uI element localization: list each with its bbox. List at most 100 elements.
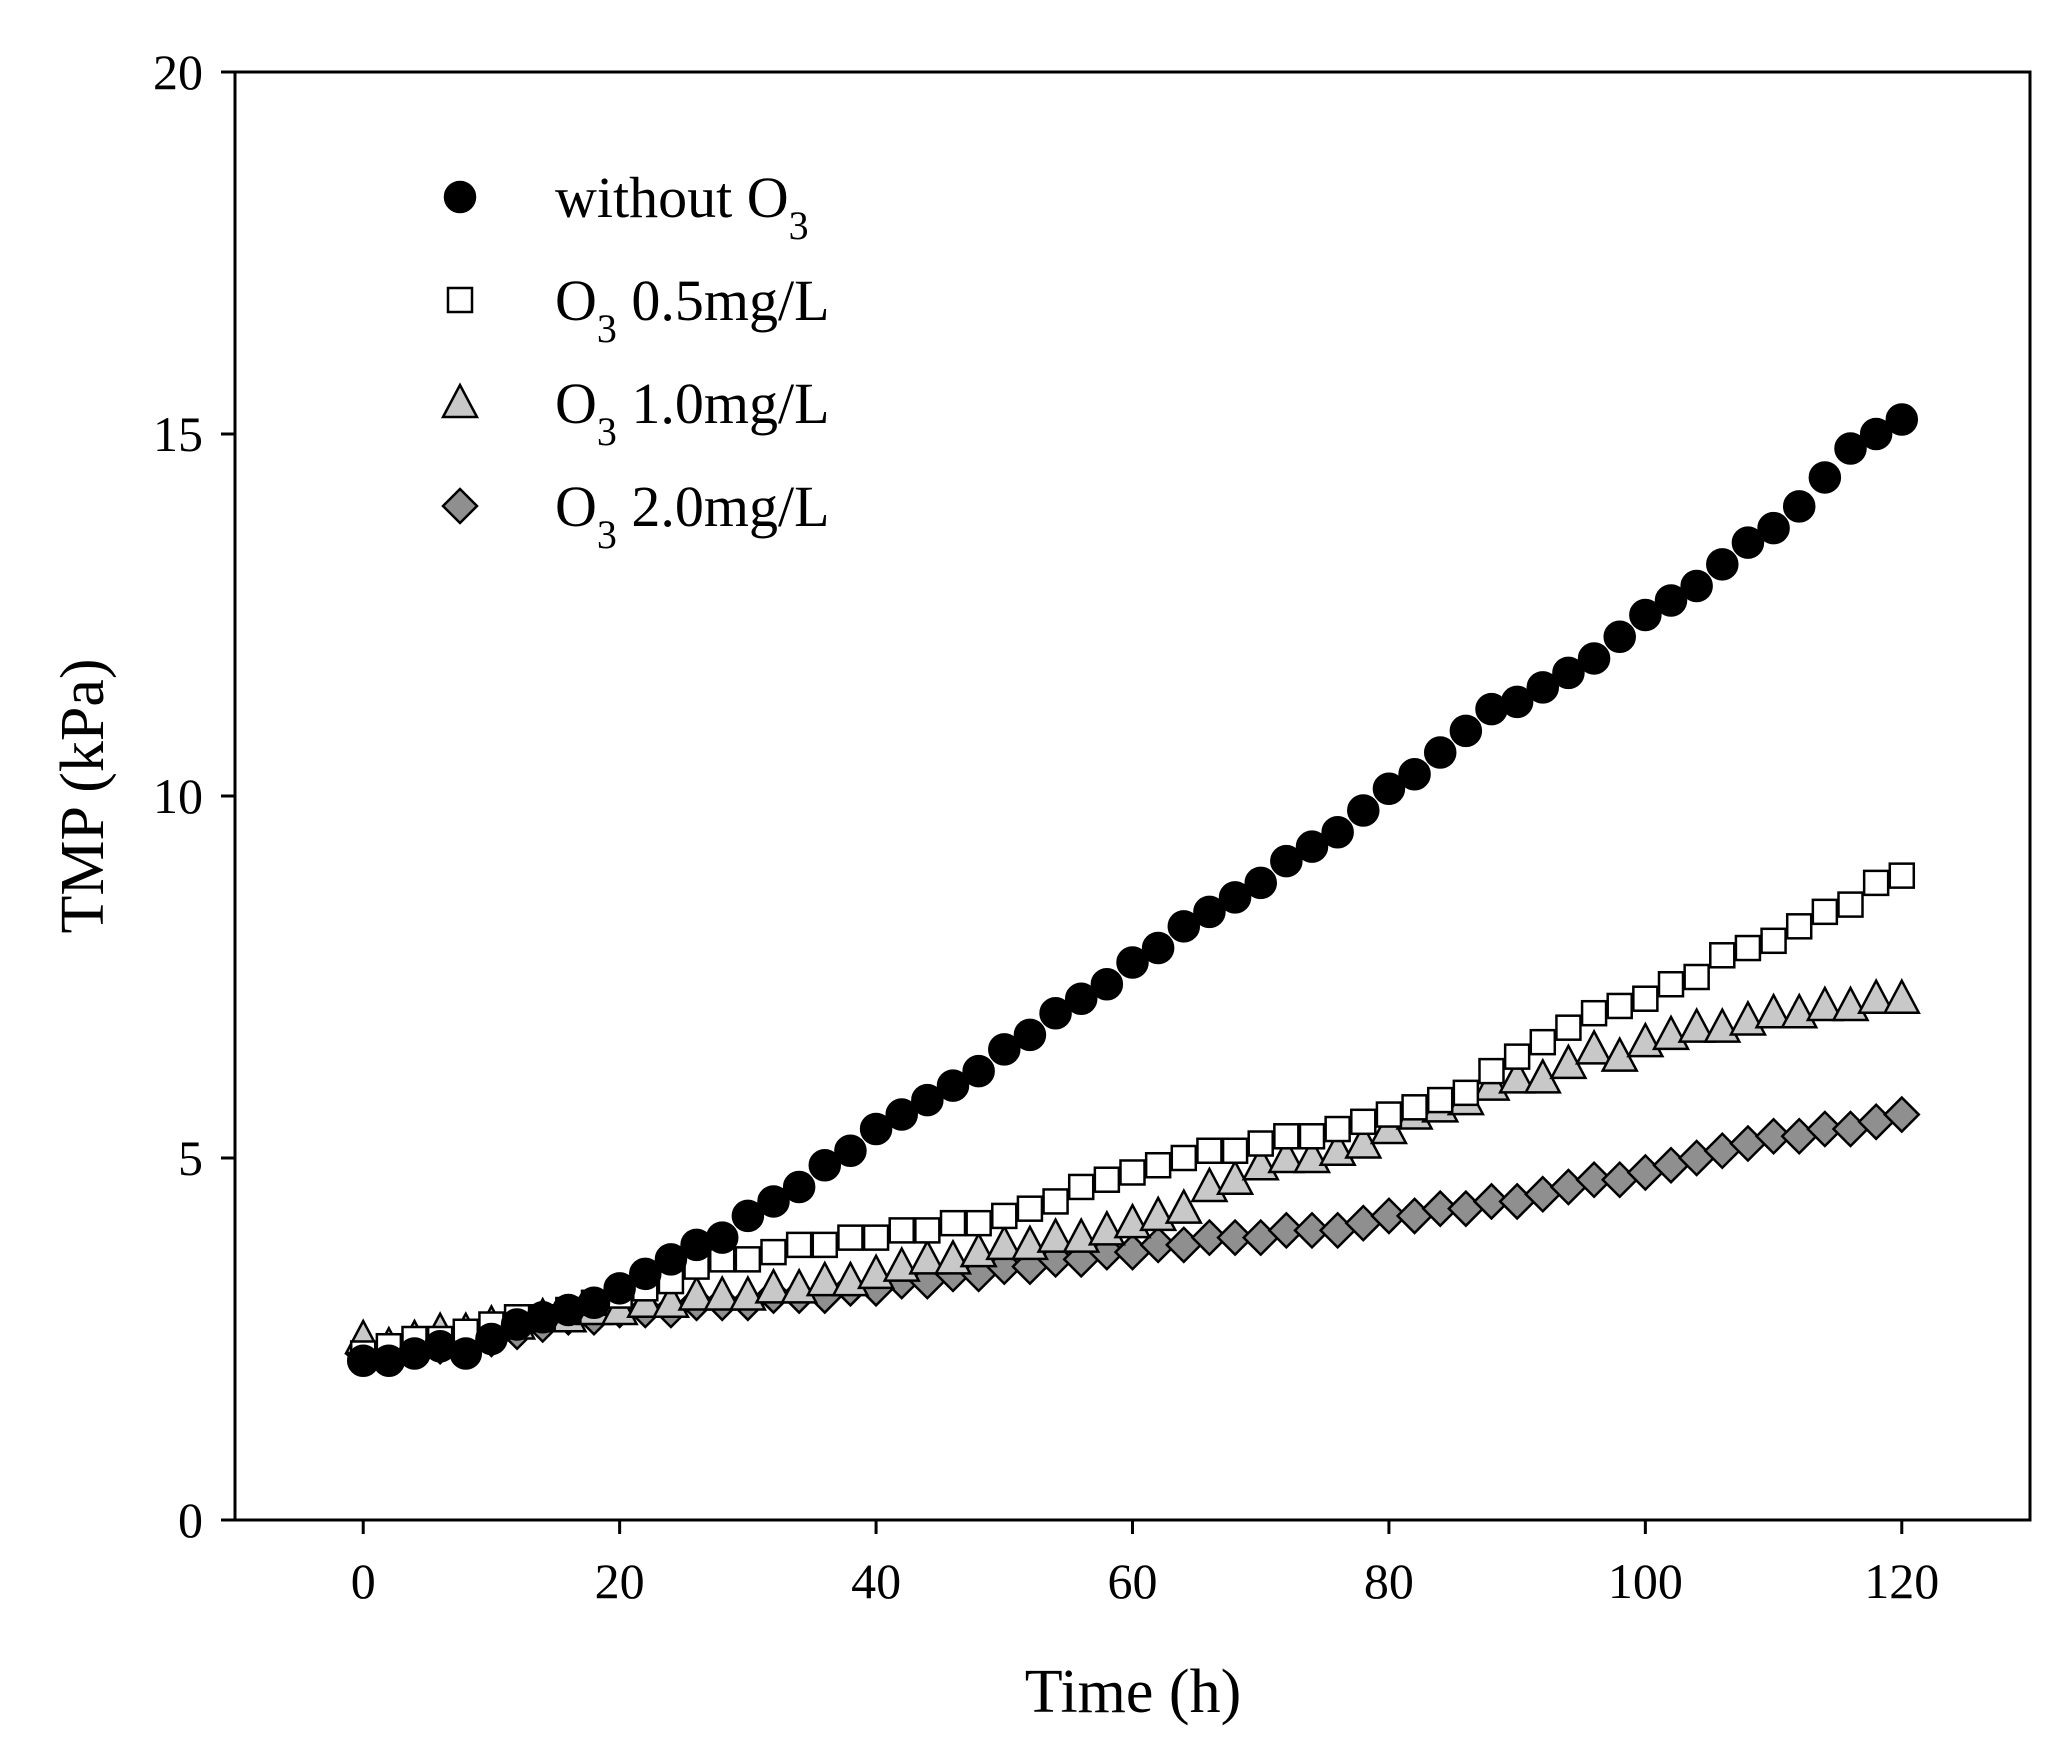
series-0-point-5 [475,1322,508,1356]
series-1-point-29 [1093,1166,1121,1193]
series-1-point-47 [1555,1014,1582,1041]
series-2-point-60 [1882,978,1921,1014]
x-tick-label-6: 120 [1864,1553,1939,1609]
series-1-point-39 [1350,1108,1377,1136]
legend-marker-2 [440,382,480,419]
series-0-point-57 [1808,461,1842,494]
legend-marker-1 [446,286,474,314]
series-0-point-25 [988,1033,1021,1066]
series-0-point-31 [1141,931,1175,965]
series-0-point-46 [1526,671,1560,704]
series-0-point-18 [808,1148,842,1182]
y-tick-label-2: 10 [153,768,203,824]
series-1-point-37 [1298,1123,1326,1150]
series-0-point-53 [1706,548,1739,581]
series-2-point-32 [1164,1188,1203,1224]
x-tick-label-0: 0 [351,1553,376,1609]
series-1-point-25 [991,1202,1018,1230]
series-1-point-56 [1785,913,1813,940]
series-1-point-28 [1067,1173,1095,1201]
series-0-point-9 [577,1286,611,1320]
series-0-point-34 [1218,881,1252,914]
series-0-point-42 [1423,736,1457,769]
series-0-point-21 [885,1098,918,1131]
series-0-point-49 [1603,620,1636,653]
series-0-point-16 [757,1185,790,1218]
series-1-point-55 [1760,927,1787,955]
series-0-point-29 [1090,967,1124,1001]
series-3-point-33 [1190,1218,1229,1257]
x-tick-label-3: 60 [1108,1553,1158,1609]
legend-marker-0 [443,180,477,214]
series-1-point-15 [734,1246,762,1273]
x-tick-label-1: 20 [595,1553,645,1609]
series-3-point-48 [1575,1160,1613,1199]
legend-label-1: O3 0.5mg/L [555,268,830,351]
series-1-point-45 [1503,1043,1531,1070]
series-0-point-22 [911,1083,944,1117]
series-1-point-58 [1837,891,1864,918]
series-0-point-38 [1321,815,1354,849]
series-1-point-48 [1580,999,1608,1027]
series-0-point-20 [859,1112,893,1146]
series-2-point-14 [703,1274,742,1311]
y-tick-label-1: 5 [178,1130,203,1186]
series-2-point-36 [1267,1137,1306,1174]
series-2-point-45 [1498,1057,1537,1094]
series-0-point-12 [654,1243,688,1276]
series-0-point-52 [1680,569,1713,603]
series-1-point-50 [1632,985,1659,1012]
series-2-point-13 [677,1274,716,1311]
series-1-point-53 [1709,942,1736,969]
series-0-point-54 [1731,526,1765,559]
series-0 [346,403,1919,1377]
series-2-point-57 [1805,985,1844,1022]
series-0-point-24 [962,1054,995,1088]
series-2-point-52 [1677,1007,1716,1043]
series-0-point-4 [449,1337,483,1370]
series-1-point-40 [1375,1101,1403,1128]
series-0-point-11 [629,1257,662,1291]
y-axis-title: TMP (kPa) [49,659,117,934]
series-0-point-39 [1347,794,1380,827]
series-0-point-59 [1859,417,1893,451]
series-0-point-51 [1654,584,1688,617]
series-0-point-23 [936,1069,970,1102]
series-1-point-54 [1734,934,1762,962]
series-0-point-60 [1885,403,1919,436]
series-0-point-37 [1295,830,1329,863]
series-0-point-19 [834,1134,867,1168]
series-0-point-43 [1449,714,1483,748]
series-0-point-36 [1270,844,1303,878]
series-1-point-19 [837,1224,864,1251]
series-3-point-44 [1472,1182,1511,1221]
series-1-point-59 [1862,869,1890,897]
series-0-point-50 [1629,598,1662,632]
series-1-point-17 [785,1231,813,1259]
series-2-point-27 [1036,1216,1075,1253]
series-0-point-32 [1167,910,1201,943]
series-0-point-28 [1064,982,1098,1015]
series-3-point-40 [1370,1197,1408,1235]
series-1-point-57 [1811,898,1839,926]
series-0-point-10 [603,1272,636,1305]
series-0-point-40 [1372,772,1406,806]
series-2-point-25 [985,1224,1024,1261]
series-1-point-41 [1401,1094,1428,1121]
series-0-point-17 [782,1170,816,1204]
series-1-point-52 [1683,963,1710,991]
series-3-point-42 [1421,1189,1459,1228]
series-1-point-43 [1452,1079,1480,1107]
plot-frame [233,70,2032,1522]
series-1-point-23 [939,1209,967,1237]
series-3-point-34 [1216,1218,1254,1257]
series-1-point-35 [1247,1130,1274,1157]
series-1-point-44 [1478,1057,1505,1085]
series-3-point-36 [1267,1211,1306,1250]
series-0-point-58 [1834,432,1867,465]
series-1-point-34 [1221,1137,1249,1165]
series-1-point-60 [1888,862,1916,889]
series-2-point-18 [805,1260,844,1297]
series-0-point-33 [1193,895,1226,929]
